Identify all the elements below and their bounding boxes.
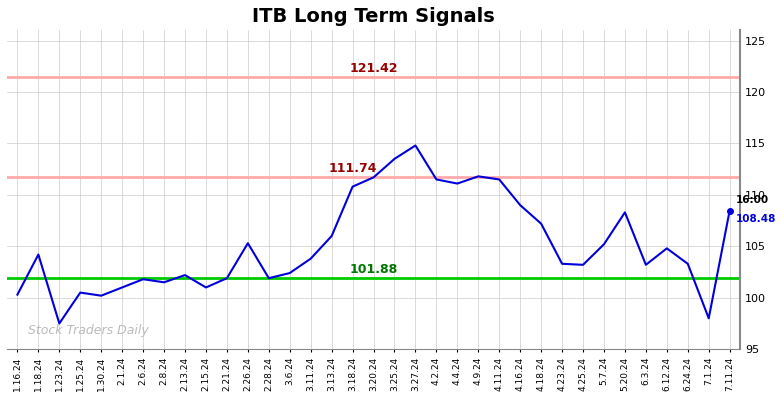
- Text: 111.74: 111.74: [328, 162, 377, 175]
- Title: ITB Long Term Signals: ITB Long Term Signals: [252, 7, 495, 26]
- Text: 121.42: 121.42: [350, 62, 397, 75]
- Text: 16:00: 16:00: [736, 195, 769, 205]
- Text: 101.88: 101.88: [350, 263, 397, 276]
- Text: Stock Traders Daily: Stock Traders Daily: [28, 324, 149, 337]
- Text: 108.48: 108.48: [736, 214, 776, 224]
